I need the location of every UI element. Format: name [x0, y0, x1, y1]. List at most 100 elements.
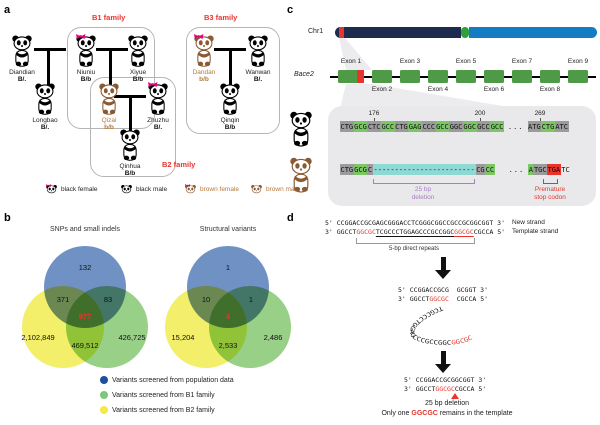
slipped-top-strand: 5' CCGGACCGCG GCGGT 3'	[398, 286, 489, 294]
panda-genotype: B/.	[153, 124, 163, 131]
exon-7-label: Exon 7	[511, 58, 533, 65]
venn1-count: 371	[56, 295, 70, 304]
panda-genotype: b/b	[199, 76, 209, 83]
chromosome-label: Chr1	[308, 28, 324, 35]
seq-position-176: 176	[368, 110, 380, 117]
venn1-count: 83	[103, 295, 113, 304]
panda-qinhua: Qinhua B/b	[118, 128, 142, 177]
green-dot-icon	[100, 391, 108, 399]
exon-6-box	[484, 70, 504, 83]
venn2-b1-circle	[209, 286, 291, 368]
stop-label-line1: Premature	[534, 186, 566, 193]
loop-out-structure: TCGCCCTGGAGCCCGCCGGCGGCGC	[408, 304, 474, 347]
direct-repeat-2: GGCGC	[454, 228, 474, 236]
new-strand-label: New strand	[512, 219, 545, 226]
venn-legend-b2: Variants screened from B2 family	[100, 406, 215, 414]
exon-8-label: Exon 8	[539, 86, 561, 93]
legend-black-male: black male	[120, 184, 167, 194]
template-seq: CGCCA 5'	[454, 385, 487, 393]
template-seq: CGCCA 5'	[473, 228, 506, 236]
down-arrow-icon	[434, 351, 452, 373]
black-panda-sequence: CTG GCG CTC GCC CTG GAG CCC GCC GGC GGC GCC GCC ...…	[340, 121, 569, 132]
sequence-gap: ...	[508, 165, 525, 174]
deletion-dashes: ------------------------	[372, 164, 476, 175]
panda-niuniu: Niuniu B/b	[74, 34, 98, 83]
panda-longbao: Longbao B/.	[32, 82, 58, 131]
chromosome-p-arm	[335, 27, 461, 38]
note-text: remains in the template	[437, 410, 513, 417]
panda-name: Xiyue	[129, 69, 147, 76]
panda-name: Longbao	[32, 117, 58, 124]
venn1-count: 469,512	[71, 341, 99, 350]
new-strand-sequence: 5' CCGGACCGCGAGCGGGACCTCGGGCGGCCGCCGCGGC…	[325, 219, 506, 227]
brown-panda-row-icon	[288, 156, 314, 199]
b2-family-label: B2 family	[162, 160, 196, 169]
final-note: Only one GGCGC remains in the template	[347, 410, 547, 417]
stop-codon: TGA	[547, 164, 561, 175]
codon: CTG	[394, 121, 409, 132]
seq-tick	[540, 118, 541, 121]
codon: C	[367, 164, 373, 175]
legend-label: black female	[61, 185, 98, 193]
panda-genotype: B/b	[80, 76, 92, 83]
panel-c-label: c	[287, 4, 294, 16]
panda-genotype: B/b	[224, 124, 236, 131]
codon: GCC	[476, 121, 491, 132]
venn2-count-shared: 4	[225, 312, 231, 321]
panda-diandian: Diandian B/.	[9, 34, 35, 83]
final-top-strand: 5' CCGGACCGCGGCGGT 3'	[404, 376, 487, 384]
exon-5-label: Exon 5	[455, 58, 477, 65]
codon: CTG	[340, 164, 354, 175]
venn1-count: 132	[78, 263, 92, 272]
codon: GCG	[353, 164, 368, 175]
exon-8-box	[540, 70, 560, 83]
template-seq: CGCCA 5'	[448, 295, 489, 303]
panda-dandan: Dandan b/b	[192, 34, 216, 83]
exon-1-deletion-mark	[357, 70, 364, 83]
bace2-locus-band	[339, 27, 344, 38]
blue-dot-icon	[100, 376, 108, 384]
loop-black-seq: TCGCCCTGGAGCCCGCCGGC	[408, 304, 452, 347]
panda-qinqin: Qinqin B/b	[218, 82, 242, 131]
b1-family-label: B1 family	[92, 13, 126, 22]
sequence-gap: ...	[507, 122, 524, 131]
codon: TGC	[533, 164, 548, 175]
direct-repeat: GGCGC	[429, 295, 449, 303]
legend-label: brown male	[266, 185, 300, 193]
gene-name: Bace2	[294, 71, 314, 78]
descent-line-qinqin	[229, 48, 232, 86]
codon: CTG	[340, 121, 354, 132]
codon: GCC	[380, 121, 395, 132]
venn1-count: 2,102,849	[21, 333, 55, 342]
descent-line-qinhua	[129, 95, 132, 132]
deletion-label-line1: 25 bp	[414, 186, 432, 193]
venn-legend-b1: Variants screened from B1 family	[100, 391, 215, 399]
deletion-label-line2: deletion	[411, 194, 435, 201]
exon-4-label: Exon 4	[427, 86, 449, 93]
codon: ATC	[554, 121, 569, 132]
descent-line-qizai	[109, 48, 112, 85]
venn2-count: 1	[225, 263, 231, 272]
exon-4-box	[428, 70, 448, 83]
panel-d-label: d	[287, 212, 294, 224]
deletion-site-marker	[451, 393, 459, 399]
panda-name: Qizai	[101, 117, 117, 124]
panel-a-label: a	[4, 4, 11, 16]
direct-repeat-1: GGCGC	[356, 228, 376, 236]
exon-5-box	[456, 70, 476, 83]
direct-repeats-label: 5-bp direct repeats	[388, 246, 440, 252]
panda-name: Diandian	[9, 69, 35, 76]
exon-1-label: Exon 1	[340, 58, 362, 65]
panda-genotype: B/b	[132, 76, 144, 83]
panda-genotype: B/.	[40, 124, 50, 131]
centromere	[461, 27, 469, 38]
deleted-region-seq: TCGCCCTGGAGCCCGCCGGC	[375, 228, 455, 236]
b3-family-label: B3 family	[204, 13, 238, 22]
down-arrow-icon	[434, 257, 452, 279]
template-strand-label: Template strand	[512, 228, 559, 235]
mating-line-diandian-niuniu	[34, 48, 66, 51]
codon: GGC	[462, 121, 477, 132]
venn-legend-label: Variants screened from B2 family	[112, 406, 215, 414]
